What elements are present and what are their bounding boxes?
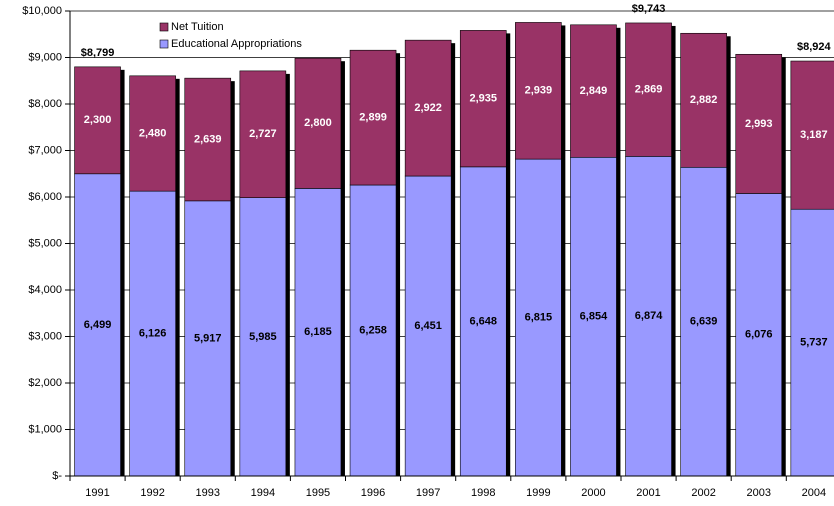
x-tick-label: 1995 — [306, 487, 330, 499]
bar-segment — [515, 22, 562, 160]
legend-label: Educational Appropriations — [171, 38, 302, 50]
y-tick-label: $10,000 — [22, 5, 62, 17]
value-label: 5,985 — [249, 331, 277, 343]
y-tick-label: $3,000 — [28, 330, 62, 342]
value-label: 6,076 — [745, 329, 773, 341]
y-tick-label: $4,000 — [28, 284, 62, 296]
x-tick-label: 2002 — [691, 487, 715, 499]
legend-swatch — [159, 39, 169, 49]
value-label: 6,854 — [580, 311, 608, 323]
y-tick-label: $6,000 — [28, 191, 62, 203]
bar-segment — [735, 193, 783, 477]
x-tick-label: 1997 — [416, 487, 440, 499]
bar-segment — [570, 156, 617, 477]
value-label: 6,815 — [525, 311, 553, 323]
y-tick-label: $1,000 — [28, 423, 62, 435]
x-tick-label: 1991 — [85, 487, 109, 499]
value-label: 5,917 — [194, 332, 222, 344]
total-annotation: $8,924 — [797, 41, 832, 53]
x-tick-label: 2000 — [581, 487, 605, 499]
value-label: 2,849 — [580, 85, 608, 97]
x-tick-label: 1992 — [140, 487, 164, 499]
value-label: 2,939 — [525, 85, 553, 97]
value-label: 2,727 — [249, 128, 277, 140]
x-tick-label: 2001 — [636, 487, 660, 499]
bar-segment — [625, 156, 672, 477]
total-annotation: $8,799 — [81, 47, 115, 59]
x-tick-label: 1998 — [471, 487, 495, 499]
legend-swatch — [159, 22, 169, 32]
value-label: 6,451 — [414, 320, 442, 332]
value-label: 6,639 — [690, 316, 718, 328]
x-tick-label: 2003 — [747, 487, 771, 499]
bar-segment — [129, 190, 176, 477]
value-label: 2,922 — [414, 102, 442, 114]
x-tick-label: 1994 — [251, 487, 275, 499]
value-label: 3,187 — [800, 129, 828, 141]
bar-segment — [349, 184, 397, 477]
bar-segment — [239, 197, 287, 477]
bar-segment — [735, 53, 783, 194]
value-label: 2,899 — [359, 112, 387, 124]
value-label: 6,499 — [84, 319, 112, 331]
bar-segment — [239, 70, 287, 198]
bar-segment — [294, 188, 342, 477]
value-label: 6,874 — [635, 310, 663, 322]
value-label: 2,480 — [139, 127, 167, 139]
value-label: 6,648 — [469, 315, 497, 327]
bar-segment — [404, 39, 452, 177]
value-label: 2,935 — [469, 93, 497, 105]
bar-segment — [74, 173, 121, 477]
value-label: 6,185 — [304, 326, 332, 338]
value-label: 2,869 — [635, 84, 663, 96]
bar-segment — [570, 24, 617, 158]
bar-segment — [625, 22, 672, 157]
value-label: 6,258 — [359, 324, 387, 336]
bar-segment — [129, 75, 176, 192]
x-tick-label: 1993 — [196, 487, 220, 499]
total-annotation: $9,743 — [632, 3, 666, 15]
value-label: 2,800 — [304, 117, 332, 129]
y-tick-label: $5,000 — [28, 237, 62, 249]
value-label: 2,300 — [84, 114, 112, 126]
y-tick-label: $9,000 — [28, 51, 62, 63]
y-tick-label: $8,000 — [28, 98, 62, 110]
bar-segment — [790, 60, 834, 210]
value-label: 5,737 — [800, 337, 828, 349]
bar-segment — [404, 175, 452, 477]
y-tick-label: $- — [52, 470, 62, 482]
legend-label: Net Tuition — [171, 21, 224, 33]
x-tick-label: 1999 — [526, 487, 550, 499]
value-label: 2,993 — [745, 118, 773, 130]
bar-segment — [184, 77, 232, 202]
bar-segment — [349, 49, 397, 186]
value-label: 2,639 — [194, 133, 222, 145]
value-label: 6,126 — [139, 327, 167, 339]
bar-segment — [680, 166, 727, 477]
y-tick-label: $7,000 — [28, 144, 62, 156]
bar-segment — [294, 57, 342, 189]
bar-segment — [74, 66, 121, 175]
x-tick-label: 2004 — [802, 487, 826, 499]
bar-segment — [459, 30, 507, 168]
y-tick-label: $2,000 — [28, 377, 62, 389]
x-tick-label: 1996 — [361, 487, 385, 499]
value-label: 2,882 — [690, 94, 718, 106]
bar-segment — [680, 32, 727, 168]
